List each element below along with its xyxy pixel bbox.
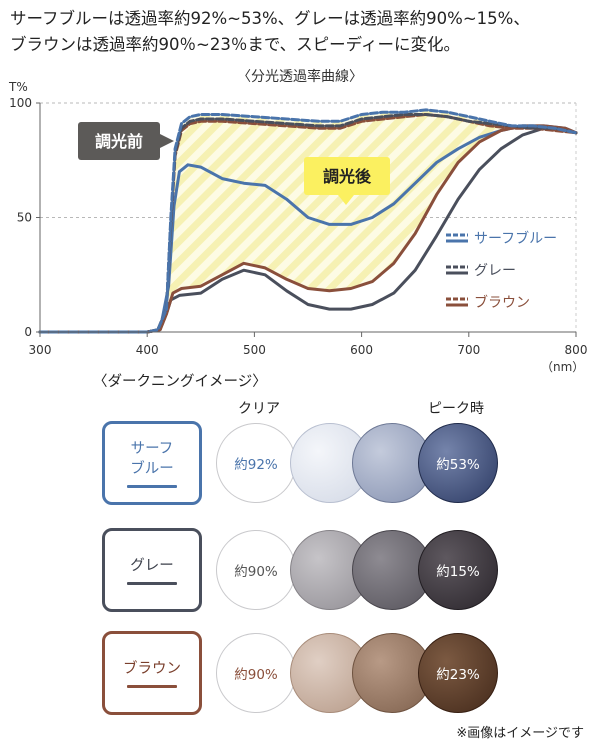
legend-label: グレー — [474, 263, 516, 279]
y-tick-label: 100 — [9, 96, 32, 110]
before-callout: 調光前 — [78, 122, 174, 160]
gray-name-1: グレー — [130, 557, 174, 574]
series-0-before-line — [38, 108, 578, 334]
chart-title: 〈分光透過率曲線〉 — [237, 69, 363, 85]
before-callout-box — [78, 122, 160, 160]
row-brown: ブラウン 約90% 約23% — [0, 631, 600, 723]
x-tick-label: 800 — [565, 343, 588, 357]
surf-blue-name-1: サーフ — [130, 440, 174, 457]
surf-blue-name-2: ブルー — [130, 460, 174, 477]
y-tick-label: 0 — [24, 325, 32, 339]
before-callout-label: 調光前 — [95, 132, 143, 151]
peak-label: ピーク時 — [428, 401, 484, 417]
brown-underline — [127, 684, 177, 688]
surf-blue-underline — [127, 484, 177, 488]
gray-badge: グレー — [102, 528, 202, 612]
intro-line-2: ブラウンは透過率約90％~23％まで、スピーディーに変化。 — [10, 35, 461, 54]
row-gray: グレー 約90% 約15% — [0, 528, 600, 620]
lens-clear: 約90% — [216, 633, 296, 713]
lens-peak: 約53% — [418, 423, 498, 503]
legend-item-0: サーフブルー — [446, 230, 557, 247]
surf-blue-badge: サーフ ブルー — [102, 421, 202, 505]
row-surf-blue: サーフ ブルー 約92% 約53% — [0, 421, 600, 513]
gray-underline — [127, 581, 177, 585]
legend-label: サーフブルー — [474, 230, 557, 247]
brown-name-1: ブラウン — [123, 660, 181, 677]
x-tick-label: 400 — [136, 343, 159, 357]
lens-clear: 約92% — [216, 423, 296, 503]
legend-item-2: ブラウン — [446, 294, 530, 311]
x-tick-label: 700 — [457, 343, 480, 357]
lens-clear: 約90% — [216, 530, 296, 610]
intro-text: サーフブルーは透過率約92%~53%、グレーは透過率約90%~15%、 ブラウン… — [10, 6, 595, 58]
y-tick-label: 50 — [17, 211, 32, 225]
y-axis-label: T% — [9, 80, 28, 94]
x-axis-label: （nm） — [541, 360, 585, 374]
lens-clear-value: 約90% — [234, 667, 278, 683]
light-change-region — [40, 109, 576, 333]
after-callout-box — [304, 157, 390, 195]
lens-peak: 約23% — [418, 633, 498, 713]
lens-clear-value: 約92% — [234, 457, 278, 473]
darkening-image-title: 〈ダークニングイメージ〉 — [93, 374, 267, 390]
lens-peak-value: 約53% — [436, 457, 480, 473]
lens-peak-value: 約23% — [436, 667, 480, 683]
lens-peak-value: 約15% — [436, 564, 480, 580]
legend-label: ブラウン — [474, 294, 530, 311]
clear-label: クリア — [238, 401, 280, 417]
intro-line-1: サーフブルーは透過率約92%~53%、グレーは透過率約90%~15%、 — [10, 9, 530, 28]
after-callout: 調光後 — [304, 157, 390, 205]
lens-clear-value: 約90% — [234, 564, 278, 580]
lens-peak: 約15% — [418, 530, 498, 610]
after-callout-label: 調光後 — [323, 167, 372, 186]
x-tick-label: 300 — [29, 343, 52, 357]
x-tick-label: 500 — [243, 343, 266, 357]
after-callout-pointer — [338, 195, 354, 205]
legend-item-1: グレー — [446, 263, 516, 279]
x-tick-label: 600 — [350, 343, 373, 357]
brown-badge: ブラウン — [102, 631, 202, 715]
before-callout-pointer — [160, 134, 174, 148]
series-5-after-line — [38, 124, 578, 334]
footnote: ※画像はイメージです — [456, 726, 584, 741]
